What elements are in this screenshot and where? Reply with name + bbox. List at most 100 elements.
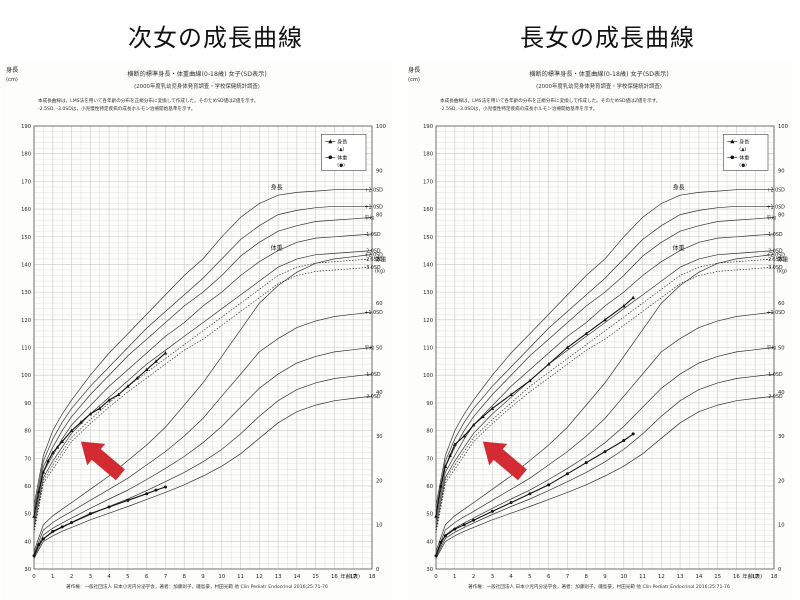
weight-reference-curve: [435, 254, 775, 552]
height-tick-label: 180: [423, 152, 433, 158]
age-tick-label: 11: [639, 574, 646, 580]
height-sd-label: +1.0SD: [364, 204, 383, 210]
weight-sd-label: +2.0SD: [766, 252, 785, 258]
age-tick-label: 3: [491, 574, 494, 580]
child-height-point: [565, 345, 570, 349]
left-growth-chart-panel: 横断的標準身長・体重曲線(0-18歳) 女子(SD表示) (2000年度乳幼児身体…: [2, 62, 392, 600]
child-height-point: [434, 514, 438, 518]
age-tick-label: 6: [145, 574, 149, 580]
height-sd-label: +2.0SD: [766, 188, 785, 194]
sheet-subtitle: (2000年度乳幼児身体発育調査・学校保健統計調査): [134, 82, 260, 90]
age-tick-label: 7: [164, 574, 167, 580]
age-tick-label: 18: [771, 574, 778, 580]
child-height-point: [163, 351, 168, 355]
sheet-title: 横断的標準身長・体重曲線(0-18歳) 女子(SD表示): [529, 70, 669, 78]
age-tick-label: 2: [70, 574, 73, 580]
child-height-point: [528, 378, 532, 383]
child-height-point: [509, 392, 513, 396]
weight-sd-label: +2.0SD: [364, 252, 383, 258]
legend-box: [320, 134, 367, 171]
child-height-point: [50, 450, 55, 455]
child-weight-point: [163, 485, 167, 489]
height-sd-label: -3.0SD: [364, 265, 380, 271]
weight-tick-label: 90: [376, 168, 383, 174]
child-height-point: [603, 317, 607, 322]
height-tick-label: 170: [423, 179, 433, 185]
age-tick-label: 4: [107, 574, 111, 580]
height-sd-label: -1.0SD: [766, 232, 782, 238]
weight-reference-curve: [33, 395, 373, 559]
height-reference-curve: [33, 205, 372, 511]
child-height-point: [443, 464, 448, 468]
height-reference-curve: [435, 258, 775, 531]
height-sd-label: -1.0SD: [364, 232, 380, 238]
weight-sd-label: 平均: [364, 345, 374, 352]
height-sd-label: -2.5SD: [364, 257, 380, 263]
legend-weight-label: 体重: [739, 154, 749, 161]
sheet-note-line1: 本成長曲線は，LMS法を用いて各年齢の分布を正規分布に変換して作成した。そのため…: [440, 97, 660, 104]
legend-weight-marker: [730, 155, 735, 160]
right-chart-heading: 長女の成長曲線: [520, 24, 695, 52]
height-tick-label: 70: [24, 456, 31, 462]
legend-weight-label: 体重: [337, 154, 347, 161]
child-height-point: [41, 470, 46, 474]
weight-tick-label: 40: [376, 390, 383, 396]
child-height-point: [154, 359, 158, 363]
sheet-note-line2: -2.5SD, -3.0SDは，小児慢性特定疾病の成長ホルモン治療開始基準を示す…: [440, 105, 597, 112]
weight-tick-label: 80: [778, 213, 785, 219]
height-reference-curve: [435, 189, 774, 506]
legend-height-marker: [328, 139, 333, 144]
legend-weight-symbol: (●): [739, 162, 747, 168]
height-tick-label: 30: [426, 567, 433, 573]
child-weight-point: [565, 472, 569, 476]
weight-tick-label: 70: [376, 257, 383, 263]
height-sd-label: 平均: [766, 214, 776, 221]
age-tick-label: 16: [331, 574, 338, 580]
age-tick-label: 17: [350, 574, 357, 580]
child-weight-point: [145, 492, 149, 496]
legend-box: [722, 134, 769, 171]
legend-height-symbol: (▲): [337, 146, 344, 152]
height-axis-unit: (cm): [408, 77, 420, 83]
height-tick-label: 30: [24, 567, 31, 573]
height-tick-label: 40: [24, 539, 31, 545]
height-tick-label: 150: [423, 235, 433, 241]
legend-height-label: 身長: [337, 138, 347, 145]
weight-reference-curve: [435, 311, 775, 555]
weight-reference-curve: [33, 311, 373, 555]
height-reference-curve: [435, 205, 774, 511]
weight-reference-curve: [33, 254, 373, 552]
sheet-note-line1: 本成長曲線は，LMS法を用いて各年齢の分布を正規分布に変換して作成した。そのため…: [38, 97, 258, 104]
child-height-point: [107, 398, 111, 402]
height-tick-label: 100: [21, 373, 31, 379]
child-weight-point: [154, 488, 158, 492]
age-tick-label: 1: [453, 574, 456, 580]
weight-tick-label: 50: [778, 346, 785, 352]
weight-tick-label: 100: [778, 124, 788, 130]
child-weight-point: [32, 554, 36, 558]
child-weight-point: [509, 501, 513, 505]
age-tick-label: 1: [51, 574, 54, 580]
age-tick-label: 7: [566, 574, 569, 580]
child-weight-point: [107, 505, 111, 509]
legend-weight-marker: [328, 155, 333, 160]
height-tick-label: 190: [423, 124, 433, 130]
height-axis-label: 身長: [408, 66, 420, 74]
height-tick-label: 190: [21, 124, 31, 130]
weight-axis-unit: (kg): [777, 269, 787, 275]
weight-reference-curve: [435, 395, 775, 559]
height-reference-curve: [33, 189, 372, 506]
height-tick-label: 130: [423, 290, 433, 296]
height-curve-label: 身長: [673, 184, 685, 192]
height-tick-label: 150: [21, 235, 31, 241]
age-tick-label: 12: [658, 574, 665, 580]
age-tick-label: 6: [547, 574, 551, 580]
child-height-point: [621, 303, 626, 308]
height-tick-label: 50: [24, 512, 31, 518]
child-weight-point: [584, 461, 588, 465]
height-reference-curve: [33, 233, 373, 522]
age-tick-label: 16: [733, 574, 740, 580]
child-weight-point: [51, 529, 55, 533]
child-weight-point: [41, 537, 45, 541]
height-reference-curve: [435, 250, 775, 528]
